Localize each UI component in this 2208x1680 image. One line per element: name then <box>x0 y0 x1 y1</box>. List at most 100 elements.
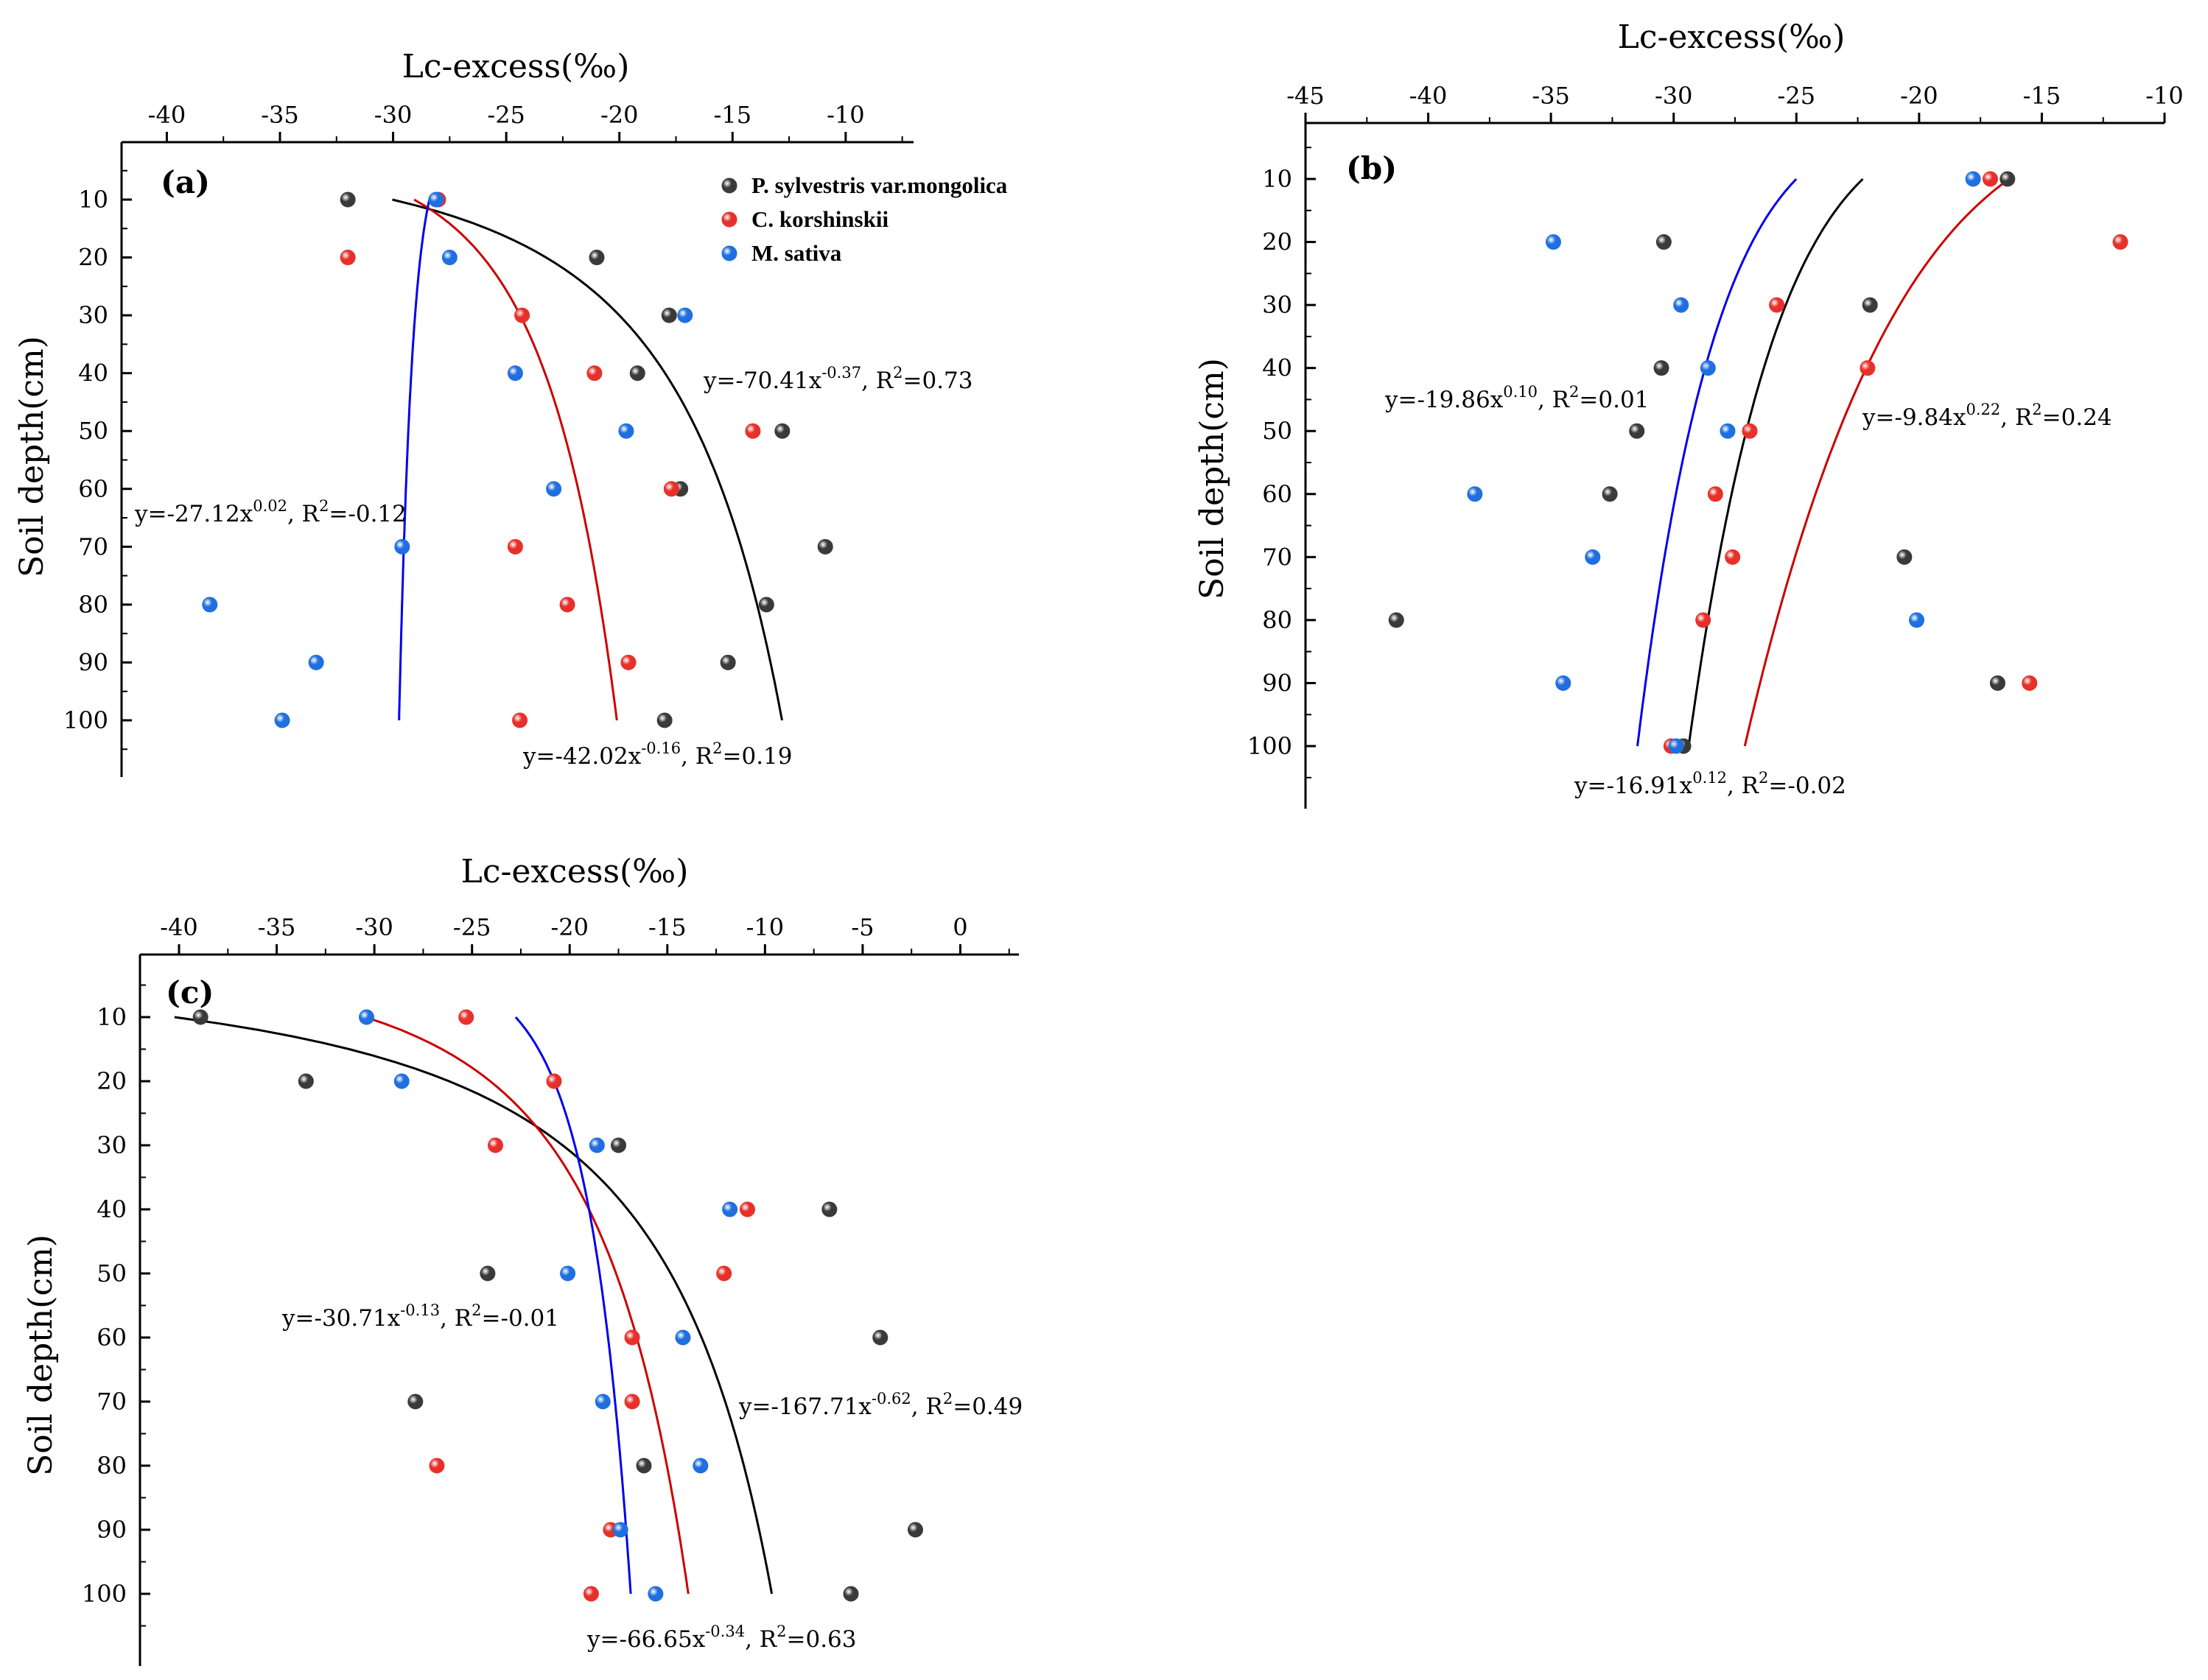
y-tick-label: 40 <box>97 1195 127 1223</box>
x-tick-label: -10 <box>827 101 865 129</box>
y-tick-label: 90 <box>1262 669 1292 697</box>
y-tick-label: 60 <box>1262 480 1292 508</box>
fit-equation-medicago: y=-27.12x0.02, R2=-0.12 <box>134 497 407 527</box>
x-tick-label: -45 <box>1286 82 1325 110</box>
y-tick-label: 10 <box>78 186 108 214</box>
point-caragana <box>620 654 637 670</box>
point-medicago <box>274 712 290 728</box>
x-tick-label: -40 <box>160 913 198 941</box>
point-medicago <box>394 538 410 555</box>
y-tick-label: 70 <box>97 1388 127 1416</box>
point-pinus <box>407 1393 424 1410</box>
legend-marker-caragana <box>721 211 737 228</box>
point-caragana <box>624 1393 640 1410</box>
fit-equation-pinus: y=-167.71x-0.62, R2=0.49 <box>738 1390 1023 1420</box>
point-pinus <box>340 191 356 208</box>
point-caragana <box>2022 675 2038 691</box>
point-caragana <box>624 1329 640 1346</box>
x-tick-label: -15 <box>2023 82 2061 110</box>
y-axis-title: Soil depth(cm) <box>13 336 51 577</box>
point-caragana <box>1860 360 1876 376</box>
y-tick-label: 70 <box>1262 543 1292 571</box>
x-tick-label: -30 <box>374 101 413 129</box>
fit-equation-pinus: y=-70.41x-0.37, R2=0.73 <box>703 364 973 394</box>
y-tick-label: 70 <box>78 533 108 560</box>
x-tick-label: -15 <box>648 913 687 941</box>
y-tick-label: 20 <box>78 244 108 272</box>
point-pinus <box>661 307 677 323</box>
fit-equation-pinus: y=-16.91x0.12, R2=-0.02 <box>1574 769 1846 799</box>
x-tick-label: -10 <box>2145 82 2184 110</box>
fit-curve-medicago <box>1636 178 1798 747</box>
point-caragana <box>586 365 603 382</box>
point-medicago <box>507 365 523 382</box>
point-caragana <box>1725 549 1741 565</box>
x-tick-label: -25 <box>487 101 525 129</box>
y-tick-label: 90 <box>78 648 108 676</box>
point-medicago <box>1585 549 1601 565</box>
x-tick-label: -10 <box>746 913 785 941</box>
y-tick-label: 60 <box>78 475 108 503</box>
y-tick-label: 10 <box>1262 165 1292 193</box>
point-medicago <box>595 1393 611 1410</box>
panel-c: -40 -35 -30 -25 -20 -15 -10 -5 0 10 20 30 40 50 60 70 80… <box>22 853 1023 1666</box>
y-tick-label: 100 <box>82 1580 127 1608</box>
x-tick-label: -35 <box>261 101 299 129</box>
point-pinus <box>1989 675 2005 691</box>
point-caragana <box>559 597 575 613</box>
point-pinus <box>636 1458 652 1474</box>
point-caragana <box>458 1009 474 1025</box>
y-tick-label: 80 <box>1262 606 1292 634</box>
point-medicago <box>1467 486 1483 502</box>
y-tick-label: 50 <box>1262 417 1292 445</box>
x-axis-title: Lc-excess(‰) <box>461 853 689 890</box>
point-caragana <box>716 1265 732 1282</box>
point-pinus <box>1602 486 1618 502</box>
fit-curve-medicago <box>398 199 431 721</box>
point-medicago <box>359 1009 375 1025</box>
point-medicago <box>677 307 693 323</box>
point-caragana <box>1769 297 1785 313</box>
point-caragana <box>1695 612 1711 628</box>
legend-marker-medicago <box>721 245 737 261</box>
point-caragana <box>739 1201 755 1217</box>
legend-label-medicago: M. sativa <box>751 240 842 266</box>
point-pinus <box>629 365 645 382</box>
point-medicago <box>308 654 324 670</box>
point-medicago <box>1545 234 1561 250</box>
fit-curve-pinus <box>392 198 783 721</box>
fit-curve-pinus <box>174 1016 774 1595</box>
y-axis-title: Soil depth(cm) <box>1194 358 1231 600</box>
y-tick-label: 60 <box>97 1324 127 1352</box>
y-tick-label: 80 <box>97 1452 127 1480</box>
point-medicago <box>428 191 444 208</box>
x-tick-label: -30 <box>355 913 393 941</box>
point-pinus <box>298 1073 314 1089</box>
point-caragana <box>745 423 761 439</box>
fit-curve-caragana <box>1743 178 2010 747</box>
y-tick-label: 50 <box>78 417 108 445</box>
y-tick-label: 30 <box>78 301 108 329</box>
legend-label-caragana: C. korshinskii <box>751 206 889 232</box>
legend: P. sylvestris var.mongolica C. korshinski… <box>721 172 1008 266</box>
y-tick-label: 20 <box>97 1067 127 1095</box>
point-medicago <box>1555 675 1571 691</box>
point-medicago <box>1668 738 1684 754</box>
x-tick-label: -25 <box>453 913 491 941</box>
fit-curve-caragana <box>413 198 618 721</box>
x-tick-label: -25 <box>1778 82 1816 110</box>
x-tick-label: -20 <box>550 913 589 941</box>
fit-equation-medicago: y=-19.86x0.10, R2=0.01 <box>1384 383 1649 413</box>
point-pinus <box>192 1009 208 1025</box>
fit-curve-medicago <box>514 1016 632 1595</box>
point-pinus <box>2000 171 2016 187</box>
point-pinus <box>843 1586 859 1602</box>
point-medicago <box>589 1137 605 1153</box>
point-caragana <box>663 481 679 497</box>
point-pinus <box>821 1201 838 1217</box>
y-tick-label: 10 <box>97 1003 127 1031</box>
x-tick-label: -35 <box>1532 82 1570 110</box>
point-pinus <box>720 654 736 670</box>
panel-label: (a) <box>161 164 210 200</box>
x-axis-title: Lc-excess(‰) <box>402 48 630 85</box>
